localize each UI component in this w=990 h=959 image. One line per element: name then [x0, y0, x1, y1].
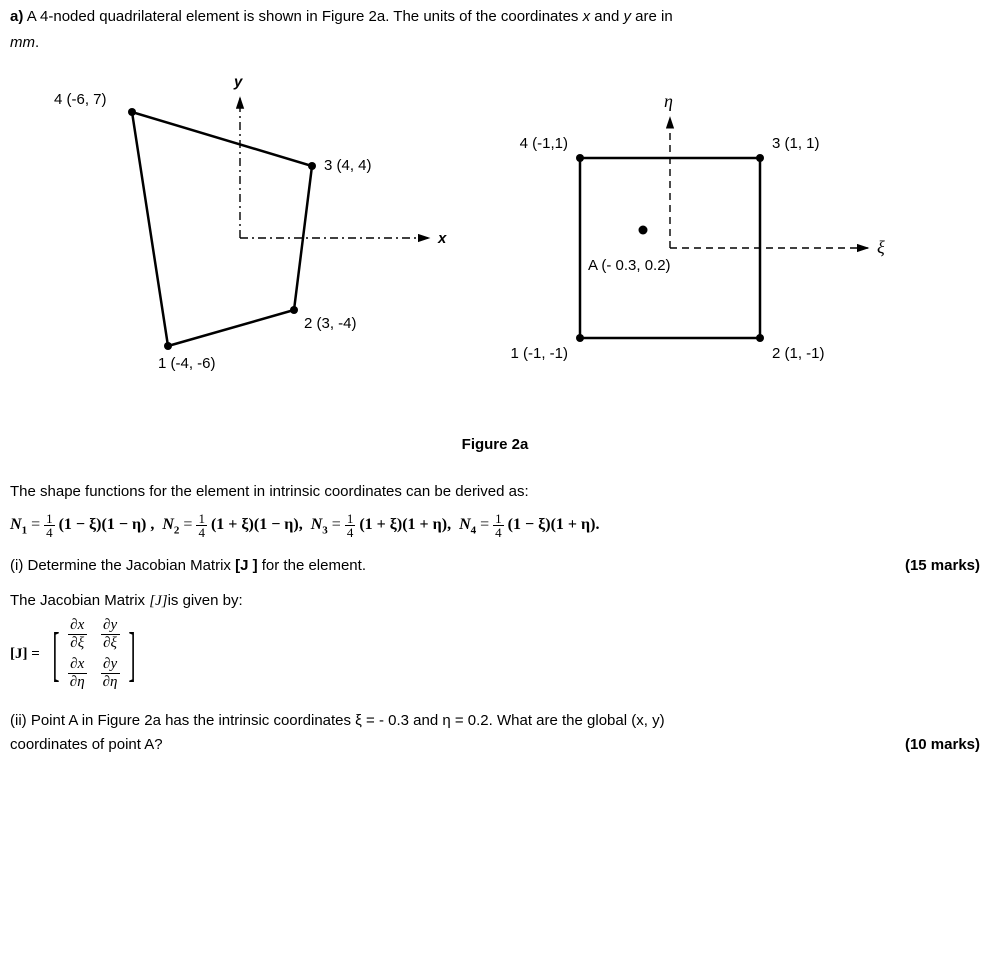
- figure-left: x y 1 (-4, -6) 2 (3, -4) 3 (4, 4) 4 (-6, 7): [40, 68, 470, 428]
- intro-and: and: [590, 8, 623, 25]
- part-label: a): [10, 8, 23, 25]
- qii-marks: (10 marks): [905, 736, 980, 753]
- svg-text:4 (-1,1): 4 (-1,1): [520, 135, 568, 152]
- question-i: (i) Determine the Jacobian Matrix [J ] f…: [10, 557, 980, 574]
- unit-mm: mm: [10, 34, 35, 51]
- jm-label: [J] =: [10, 646, 40, 663]
- svg-text:η: η: [664, 98, 673, 111]
- figure-right: ξ η 1 (-1, -1) 2 (1, -1) 3 (1, 1) 4 (-1,1) A (…: [470, 98, 900, 398]
- qi-j: [J ]: [235, 557, 258, 574]
- qi-text-a: (i) Determine the Jacobian Matrix: [10, 557, 235, 574]
- qii-text: coordinates of point A?: [10, 736, 163, 753]
- sf-intro: The shape functions for the element in i…: [10, 481, 980, 503]
- svg-text:A (- 0.3, 0.2): A (- 0.3, 0.2): [588, 257, 671, 274]
- svg-text:1 (-4, -6): 1 (-4, -6): [158, 355, 216, 372]
- jm-intro: The Jacobian Matrix [J]is given by:: [10, 592, 980, 610]
- intro-x: x: [583, 8, 591, 25]
- sf-equations: N1 = 14 (1 − ξ)(1 − η) , N2 = 14 (1 + ξ)…: [10, 512, 980, 539]
- svg-text:3 (4, 4): 3 (4, 4): [324, 157, 372, 174]
- qi-text-b: for the element.: [258, 557, 366, 574]
- jacobian-matrix: [J] = [ ∂x∂ξ ∂y∂ξ ∂x∂η ∂y∂η ]: [10, 616, 980, 692]
- intro-y: y: [623, 8, 631, 25]
- question-ii-line2: coordinates of point A? (10 marks): [10, 736, 980, 753]
- svg-text:2 (3, -4): 2 (3, -4): [304, 315, 357, 332]
- intro-text-1: A 4-noded quadrilateral element is shown…: [27, 8, 583, 25]
- svg-text:x: x: [437, 230, 447, 247]
- qi-marks: (15 marks): [905, 557, 980, 574]
- svg-text:y: y: [233, 73, 243, 90]
- figure-caption: Figure 2a: [10, 436, 980, 453]
- question-ii-line1: (ii) Point A in Figure 2a has the intrin…: [10, 710, 980, 732]
- svg-text:1 (-1, -1): 1 (-1, -1): [510, 345, 568, 362]
- intro-arein: are in: [631, 8, 673, 25]
- figure-row: x y 1 (-4, -6) 2 (3, -4) 3 (4, 4) 4 (-6, 7) ξ…: [40, 68, 980, 428]
- svg-text:4 (-6, 7): 4 (-6, 7): [54, 91, 107, 108]
- svg-text:3 (1, 1): 3 (1, 1): [772, 135, 820, 152]
- intro-line-2: mm.: [10, 32, 980, 54]
- intro-line-1: a) A 4-noded quadrilateral element is sh…: [10, 6, 980, 28]
- svg-text:ξ: ξ: [877, 237, 885, 257]
- svg-text:2 (1, -1): 2 (1, -1): [772, 345, 825, 362]
